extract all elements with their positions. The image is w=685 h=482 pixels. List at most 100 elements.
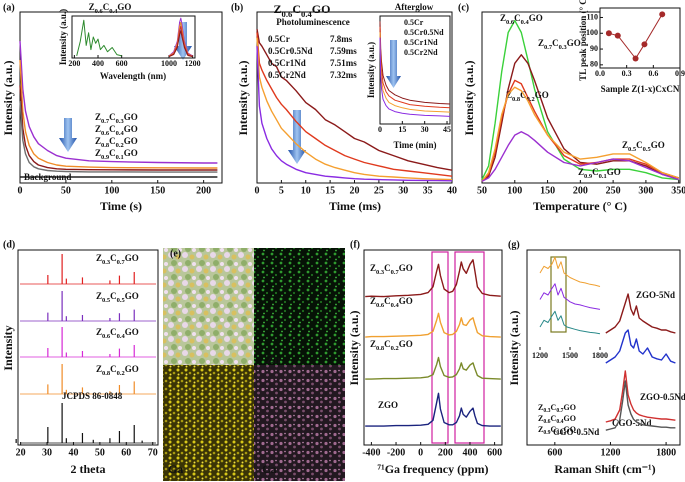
legend-label: Z0.5C0.5GO xyxy=(96,291,139,304)
legend-label: Z0.9C0.1GO xyxy=(538,425,576,437)
legend-label: Z0.9C0.1GO xyxy=(578,167,621,180)
x-tick-label: 150 xyxy=(150,185,165,196)
x-tick-label: 200 xyxy=(68,59,80,68)
legend-label: Z0.8C0.2GO xyxy=(95,136,138,149)
map-label: Zn xyxy=(266,352,281,366)
legend-label: Z0.3C0.7GO xyxy=(370,263,413,276)
legend-label: JCPDS 86-0848 xyxy=(62,391,123,401)
arrow xyxy=(386,40,401,88)
y-tick-label: 90 xyxy=(590,44,598,53)
x-tick-label: 15 xyxy=(398,125,406,134)
x-tick-label: 0.9 xyxy=(675,69,685,78)
axis-frame xyxy=(379,15,451,125)
y-axis-label: Intensity (a.u.) xyxy=(1,60,15,135)
panel-label: (d) xyxy=(3,239,15,250)
x-tick-label: 350 xyxy=(671,185,685,196)
lifetime-label: 7.32ms xyxy=(330,70,357,80)
x-tick-label: 0 xyxy=(378,125,382,134)
x-tick-label: 600 xyxy=(116,59,128,68)
legend-label: 0.5Cr1Nd xyxy=(268,58,306,68)
x-tick-label: 1200 xyxy=(532,351,548,360)
legend-label: Z0.6C0.4GO xyxy=(370,296,413,309)
x-tick-label: 15 xyxy=(325,185,335,196)
y-tick-label: 80 xyxy=(590,60,598,69)
panel-label: (c) xyxy=(458,2,469,13)
x-tick-label: 1800 xyxy=(656,447,676,458)
series-line xyxy=(379,21,451,105)
x-tick-label: 150 xyxy=(540,185,555,196)
x-tick-label: 0.0 xyxy=(595,69,605,78)
highlight-box xyxy=(431,251,449,444)
legend-label: 0.5Cr1Nd xyxy=(404,38,438,47)
data-point xyxy=(614,32,621,39)
x-tick-label: 20 xyxy=(350,185,360,196)
series-line xyxy=(365,356,501,380)
axis-frame xyxy=(363,249,503,446)
plot: 0 50 100 150 200 Time (s) Intensity (a.u.) Z0.7… xyxy=(1,11,223,213)
series-line xyxy=(379,32,451,113)
x-axis-label: Time (ms) xyxy=(329,199,381,213)
x-tick-label: 30 xyxy=(398,185,408,196)
x-tick-label: 0.6 xyxy=(648,69,658,78)
highlight-box xyxy=(550,256,567,333)
series-line xyxy=(481,19,679,181)
axis-frame xyxy=(526,249,681,446)
x-tick-label: 10 xyxy=(301,185,311,196)
y-axis-label: Intensity (a.u.) xyxy=(462,60,476,135)
data-point xyxy=(659,11,666,18)
data-point xyxy=(632,55,639,62)
element-map xyxy=(163,248,254,365)
panel-label: (a) xyxy=(3,2,15,13)
axis-frame xyxy=(599,7,681,69)
series-line xyxy=(19,85,218,171)
series-line xyxy=(76,19,122,57)
y-axis-label: Intensity (a.u.) xyxy=(507,310,521,385)
x-tick-label: 1200 xyxy=(600,447,620,458)
x-tick-label: 70 xyxy=(148,447,158,458)
series-line xyxy=(539,310,601,335)
series-line xyxy=(365,312,501,338)
series-line xyxy=(481,131,679,182)
lifetime-label: 7.51ms xyxy=(330,58,357,68)
legend-label: Z0.6C0.4GO xyxy=(95,124,138,137)
legend-label: Z0.7C0.3GO xyxy=(538,38,581,51)
arrow xyxy=(288,110,306,164)
lifetime-label: 7.59ms xyxy=(330,46,357,56)
x-axis-label: ⁷¹Ga frequency (ppm) xyxy=(378,462,489,476)
x-tick-label: 250 xyxy=(606,185,621,196)
series-line xyxy=(605,293,676,334)
x-tick-label: 40 xyxy=(68,447,78,458)
data-point xyxy=(641,41,648,48)
y-axis-label: Intensity (a.u.) xyxy=(366,42,376,98)
x-axis-label: Time (min) xyxy=(393,140,436,150)
x-tick-label: 1800 xyxy=(592,351,608,360)
x-tick-label: -400 xyxy=(362,447,380,458)
x-tick-label: 1200 xyxy=(185,59,201,68)
x-tick-label: 100 xyxy=(104,185,119,196)
axis-frame xyxy=(19,11,223,184)
panel-label: (e) xyxy=(170,248,181,259)
chart-title: Afterglow xyxy=(395,2,434,12)
x-axis-label: Sample Z(1-x)CxCN xyxy=(601,84,680,94)
legend-label: Z0.8C0.2GO xyxy=(96,364,139,377)
y-axis-label: Intensity (a.u.) xyxy=(58,9,68,65)
x-tick-label: 0 xyxy=(255,185,260,196)
series-line xyxy=(256,28,453,171)
x-axis-label: Temperature (° C) xyxy=(533,199,627,213)
plot: 200 400 600 1000 1200 Z0.6C0.4GO Wavelength (n… xyxy=(58,2,201,81)
x-axis-label: Wavelength (nm) xyxy=(100,71,166,81)
map-label: Ga xyxy=(168,462,183,476)
x-tick-label: 600 xyxy=(487,447,502,458)
lifetime-label: 7.8ms xyxy=(330,34,353,44)
x-tick-label: 1000 xyxy=(161,59,177,68)
legend-label: Z0.8C0.2GO xyxy=(370,339,413,352)
series-line xyxy=(605,370,676,423)
series-line xyxy=(365,259,501,298)
series-line xyxy=(481,86,679,182)
series-line xyxy=(19,41,218,164)
plot: -400 -200 0 200 400 600 ⁷¹Ga frequency (ppm) In… xyxy=(347,249,503,476)
chart-title: Z0.6C0.4GO xyxy=(274,2,331,19)
x-tick-label: 25 xyxy=(374,185,384,196)
x-axis-label: Time (s) xyxy=(100,199,142,213)
